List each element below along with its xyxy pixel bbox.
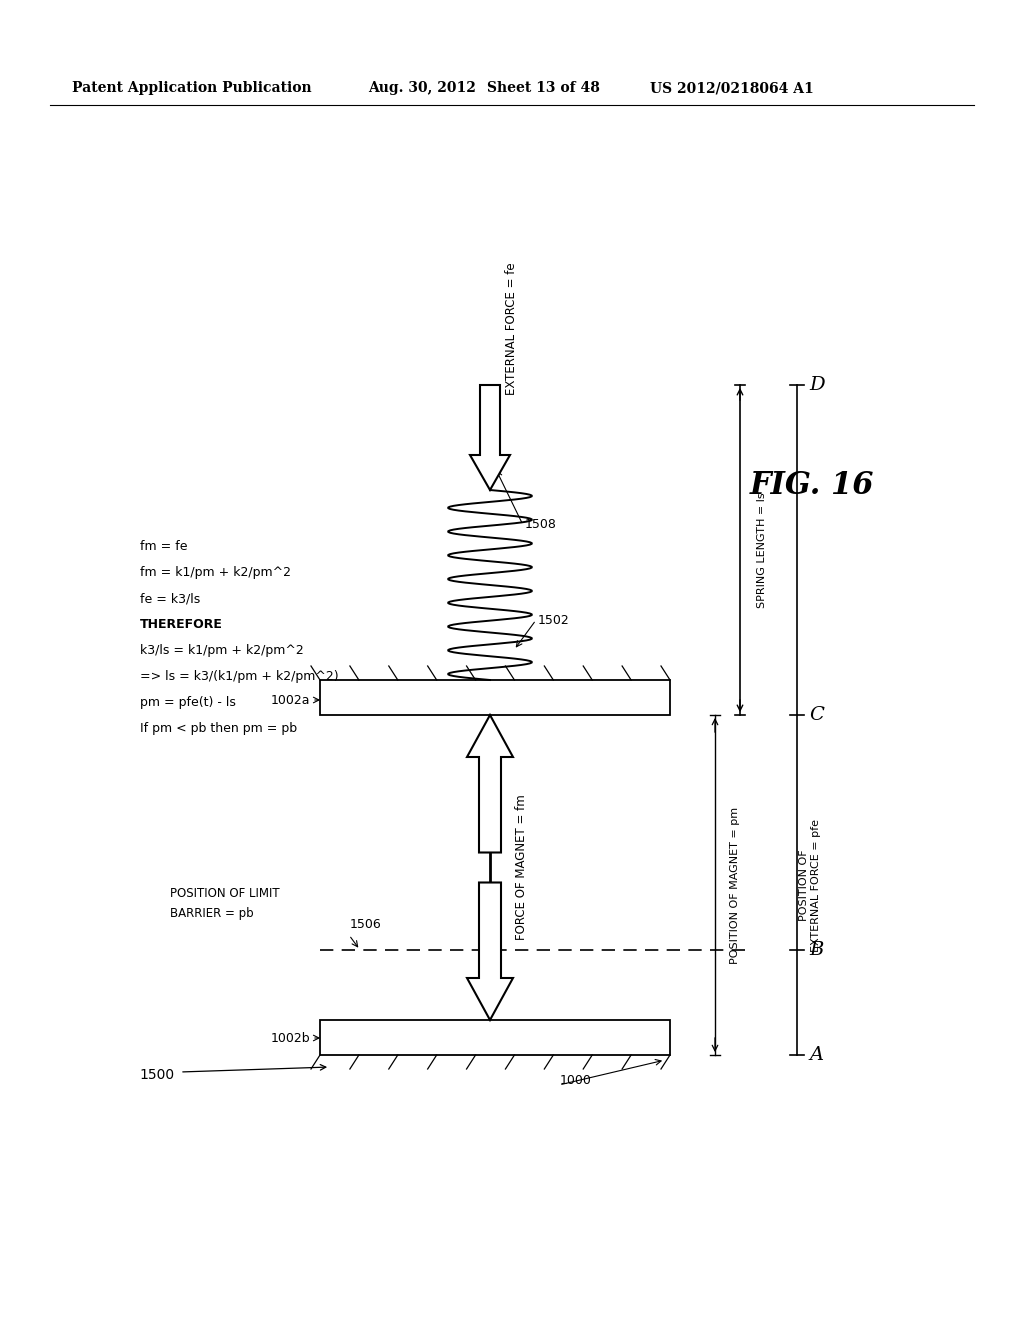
Text: fm = k1/pm + k2/pm^2: fm = k1/pm + k2/pm^2 — [140, 566, 291, 579]
Text: FIG. 16: FIG. 16 — [750, 470, 874, 500]
Text: 1502: 1502 — [538, 614, 569, 627]
Bar — [319, 680, 670, 715]
Text: Aug. 30, 2012: Aug. 30, 2012 — [368, 81, 476, 95]
Text: POSITION OF
EXTERNAL FORCE = pfe: POSITION OF EXTERNAL FORCE = pfe — [799, 818, 821, 952]
Text: fm = fe: fm = fe — [140, 540, 187, 553]
Text: fe = k3/ls: fe = k3/ls — [140, 591, 201, 605]
Text: B: B — [809, 941, 823, 960]
Text: C: C — [809, 706, 824, 723]
Text: If pm < pb then pm = pb: If pm < pb then pm = pb — [140, 722, 297, 735]
Text: POSITION OF LIMIT: POSITION OF LIMIT — [170, 887, 280, 900]
Text: US 2012/0218064 A1: US 2012/0218064 A1 — [650, 81, 814, 95]
Text: FORCE OF MAGNET = fm: FORCE OF MAGNET = fm — [515, 795, 528, 940]
Text: A: A — [809, 1045, 823, 1064]
Text: 1002b: 1002b — [270, 1031, 310, 1044]
Text: pm = pfe(t) - ls: pm = pfe(t) - ls — [140, 696, 236, 709]
Text: POSITION OF MAGNET = pm: POSITION OF MAGNET = pm — [730, 807, 740, 964]
Polygon shape — [467, 883, 513, 1020]
Polygon shape — [470, 385, 510, 490]
Text: 1508: 1508 — [525, 519, 557, 532]
Text: 1000: 1000 — [560, 1073, 592, 1086]
Text: BARRIER = pb: BARRIER = pb — [170, 907, 254, 920]
Text: 1506: 1506 — [350, 919, 382, 932]
Text: EXTERNAL FORCE = fe: EXTERNAL FORCE = fe — [505, 263, 518, 395]
Polygon shape — [467, 715, 513, 853]
Text: 1002a: 1002a — [270, 693, 310, 706]
Text: D: D — [809, 376, 824, 393]
Text: => ls = k3/(k1/pm + k2/pm^2): => ls = k3/(k1/pm + k2/pm^2) — [140, 671, 339, 682]
Bar — [319, 1020, 670, 1055]
Text: k3/ls = k1/pm + k2/pm^2: k3/ls = k1/pm + k2/pm^2 — [140, 644, 304, 657]
Text: THEREFORE: THEREFORE — [140, 618, 223, 631]
Text: Sheet 13 of 48: Sheet 13 of 48 — [487, 81, 600, 95]
Text: 1500: 1500 — [140, 1068, 175, 1082]
Text: Patent Application Publication: Patent Application Publication — [72, 81, 311, 95]
Text: SPRING LENGTH = ls: SPRING LENGTH = ls — [757, 492, 767, 607]
